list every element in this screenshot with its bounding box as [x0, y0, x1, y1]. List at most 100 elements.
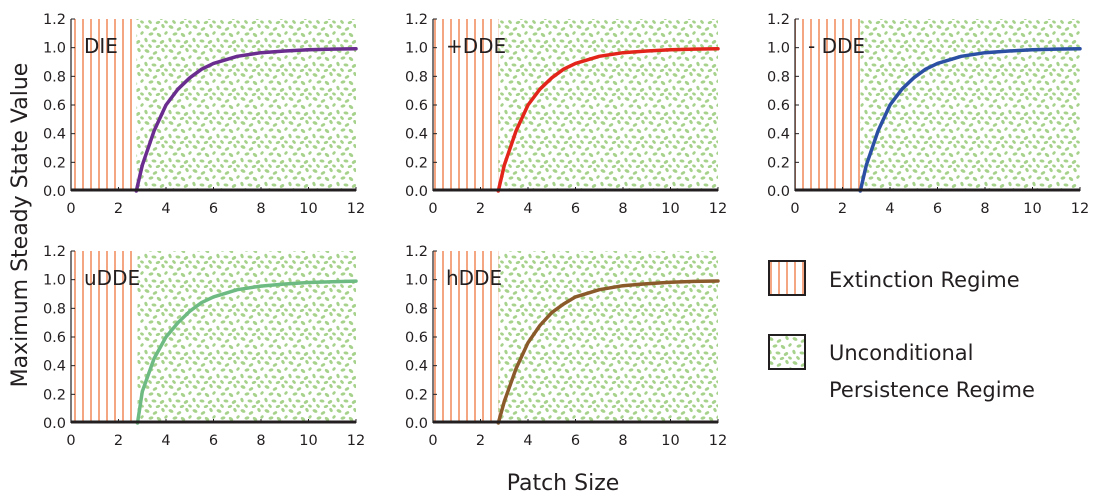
- x-tick-label: 8: [256, 433, 265, 449]
- panel-label: - DDE: [808, 34, 865, 58]
- x-tick-label: 8: [256, 201, 265, 217]
- series-line: [496, 279, 720, 425]
- x-tick-label: 4: [523, 433, 532, 449]
- x-tick-label: 12: [1071, 201, 1089, 217]
- y-tick-label: 0.0: [405, 184, 428, 200]
- x-tick-label: 6: [209, 201, 218, 217]
- y-tick-label: 0.8: [43, 301, 66, 317]
- y-tick-label: 0.6: [43, 330, 66, 346]
- panel-label: +DDE: [446, 34, 506, 58]
- y-tick-label: 0.4: [767, 127, 790, 143]
- y-tick-label: 0.2: [767, 155, 790, 171]
- x-tick-label: 12: [709, 433, 727, 449]
- x-tick-label: 12: [347, 201, 365, 217]
- persistence-region: [860, 19, 1080, 191]
- series-line: [496, 46, 720, 193]
- y-tick-label: 1.0: [767, 41, 790, 57]
- y-tick-label: 0.6: [767, 98, 790, 114]
- x-tick-label: 6: [209, 433, 218, 449]
- panel-label: DIE: [84, 34, 118, 58]
- legend: Extinction Regime Unconditional Persiste…: [768, 260, 1035, 402]
- x-tick-label: 10: [661, 433, 679, 449]
- y-tick-label: 0.2: [43, 387, 66, 403]
- x-tick-label: 0: [428, 201, 437, 217]
- y-tick-label: 1.0: [43, 41, 66, 57]
- panel-label: uDDE: [84, 266, 140, 290]
- legend-extinction-swatch: [768, 260, 806, 296]
- y-tick-label: 0.4: [43, 127, 66, 143]
- extinction-region: [71, 251, 138, 423]
- y-tick-label: 0.8: [405, 301, 428, 317]
- x-axis-label: Patch Size: [507, 471, 620, 496]
- x-tick-label: 6: [933, 201, 942, 217]
- x-tick-label: 4: [161, 201, 170, 217]
- series-line: [135, 279, 358, 425]
- x-tick-label: 0: [428, 433, 437, 449]
- x-tick-label: 2: [114, 433, 123, 449]
- extinction-region: [795, 19, 861, 191]
- chart-panel-3: - DDE 0.0 0.2 0.4 0.6 0.8 1.0 1.2 0 2 4 6 8 10 12: [767, 12, 1089, 217]
- y-tick-label: 1.2: [405, 12, 428, 28]
- y-axis-label: Maximum Steady State Value: [8, 63, 33, 388]
- persistence-region: [136, 19, 356, 191]
- y-tick-label: 0.8: [43, 69, 66, 85]
- y-tick-label: 0.4: [43, 359, 66, 375]
- persistence-region: [498, 19, 718, 191]
- x-tick-label: 8: [980, 201, 989, 217]
- y-tick-label: 0.8: [405, 69, 428, 85]
- y-tick-label: 0.0: [767, 184, 790, 200]
- persistence-region: [137, 251, 356, 423]
- y-tick-label: 0.0: [43, 184, 66, 200]
- legend-persistence-swatch: [768, 334, 806, 370]
- x-tick-label: 12: [347, 433, 365, 449]
- y-tick-label: 0.4: [405, 359, 428, 375]
- chart-panel-2: +DDE 0.0 0.2 0.4 0.6 0.8 1.0 1.2 0 2 4 6 8 10 12: [405, 12, 727, 217]
- y-tick-label: 0.6: [405, 98, 428, 114]
- y-tick-label: 0.2: [405, 155, 428, 171]
- x-tick-label: 4: [161, 433, 170, 449]
- x-tick-label: 2: [838, 201, 847, 217]
- x-tick-label: 2: [114, 201, 123, 217]
- x-tick-label: 4: [885, 201, 894, 217]
- x-tick-label: 2: [476, 433, 485, 449]
- x-tick-label: 6: [571, 201, 580, 217]
- x-tick-label: 0: [790, 201, 799, 217]
- series-line: [858, 46, 1082, 193]
- x-tick-label: 8: [618, 201, 627, 217]
- legend-persistence-label-line1: Unconditional: [829, 341, 973, 365]
- chart-panel-1: DIE 0.0 0.2 0.4 0.6 0.8 1.0 1.2 0 2 4 6 8 10 12: [43, 12, 365, 217]
- x-tick-label: 12: [709, 201, 727, 217]
- y-tick-label: 1.2: [405, 244, 428, 260]
- extinction-region: [433, 19, 499, 191]
- x-tick-label: 10: [299, 433, 317, 449]
- y-tick-label: 1.2: [43, 12, 66, 28]
- y-tick-label: 0.2: [405, 387, 428, 403]
- x-tick-label: 10: [1023, 201, 1041, 217]
- y-tick-label: 0.2: [43, 155, 66, 171]
- x-tick-label: 0: [66, 201, 75, 217]
- x-tick-label: 10: [299, 201, 317, 217]
- y-tick-label: 1.0: [405, 41, 428, 57]
- x-tick-label: 4: [523, 201, 532, 217]
- panel-label: hDDE: [446, 266, 502, 290]
- extinction-region: [71, 19, 137, 191]
- x-tick-label: 8: [618, 433, 627, 449]
- y-tick-label: 0.6: [43, 98, 66, 114]
- x-tick-label: 10: [661, 201, 679, 217]
- y-tick-label: 0.0: [43, 416, 66, 432]
- x-tick-label: 0: [66, 433, 75, 449]
- series-line: [134, 46, 358, 193]
- y-tick-label: 0.8: [767, 69, 790, 85]
- x-tick-label: 2: [476, 201, 485, 217]
- panels-group: DIE 0.0 0.2 0.4 0.6 0.8 1.0 1.2 0 2 4 6 8 10 12 +DDE 0.0…: [43, 12, 1089, 449]
- chart-panel-5: hDDE 0.0 0.2 0.4 0.6 0.8 1.0 1.2 0 2 4 6 8 10 12: [405, 244, 727, 449]
- y-tick-label: 0.4: [405, 127, 428, 143]
- persistence-region: [498, 251, 718, 423]
- y-tick-label: 1.0: [405, 273, 428, 289]
- legend-extinction-label: Extinction Regime: [829, 268, 1020, 292]
- y-tick-label: 1.0: [43, 273, 66, 289]
- y-tick-label: 0.0: [405, 416, 428, 432]
- y-tick-label: 0.6: [405, 330, 428, 346]
- x-tick-label: 6: [571, 433, 580, 449]
